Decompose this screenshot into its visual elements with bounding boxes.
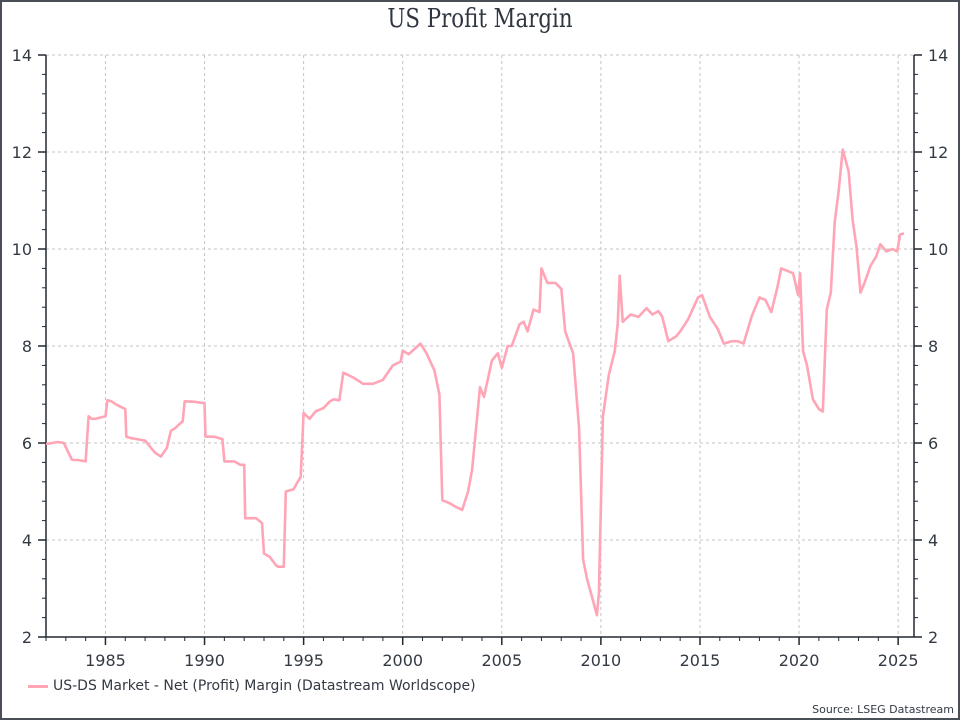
y-tick-label-right: 12 xyxy=(928,143,948,162)
x-tick-label: 2010 xyxy=(581,651,622,670)
y-tick-label-left: 10 xyxy=(12,240,32,259)
y-tick-label-left: 8 xyxy=(22,337,32,356)
y-tick-label-right: 4 xyxy=(928,531,938,550)
x-tick-label: 2015 xyxy=(680,651,721,670)
y-tick-label-right: 2 xyxy=(928,628,938,647)
source-note: Source: LSEG Datastream xyxy=(812,703,954,716)
y-tick-label-left: 14 xyxy=(12,46,32,65)
y-tick-label-right: 6 xyxy=(928,434,938,453)
x-tick-label: 1995 xyxy=(283,651,324,670)
axes xyxy=(38,54,922,645)
x-tick-label: 2005 xyxy=(481,651,522,670)
series-line-profit-margin xyxy=(45,148,905,617)
y-tick-label-left: 4 xyxy=(22,531,32,550)
x-tick-label: 2025 xyxy=(878,651,919,670)
y-tick-label-right: 14 xyxy=(928,46,948,65)
y-tick-label-right: 10 xyxy=(928,240,948,259)
x-tick-label: 1990 xyxy=(184,651,225,670)
y-tick-label-left: 12 xyxy=(12,143,32,162)
y-tick-label-left: 6 xyxy=(22,434,32,453)
x-tick-label: 2000 xyxy=(382,651,423,670)
tick-labels: 2 2 4 4 6 6 8 8 10 10 12 12 14 14 1985 1990 1995 2000 2005… xyxy=(12,46,949,670)
chart-title: US Profit Margin xyxy=(387,4,573,34)
legend-label: US-DS Market - Net (Profit) Margin (Data… xyxy=(53,678,476,694)
x-tick-label: 2020 xyxy=(779,651,820,670)
series-lines xyxy=(45,148,905,617)
x-tick-label: 1985 xyxy=(85,651,126,670)
y-tick-label-left: 2 xyxy=(22,628,32,647)
legend-swatch xyxy=(28,684,48,688)
legend: US-DS Market - Net (Profit) Margin (Data… xyxy=(28,678,476,694)
y-tick-label-right: 8 xyxy=(928,337,938,356)
gridlines xyxy=(46,54,914,637)
